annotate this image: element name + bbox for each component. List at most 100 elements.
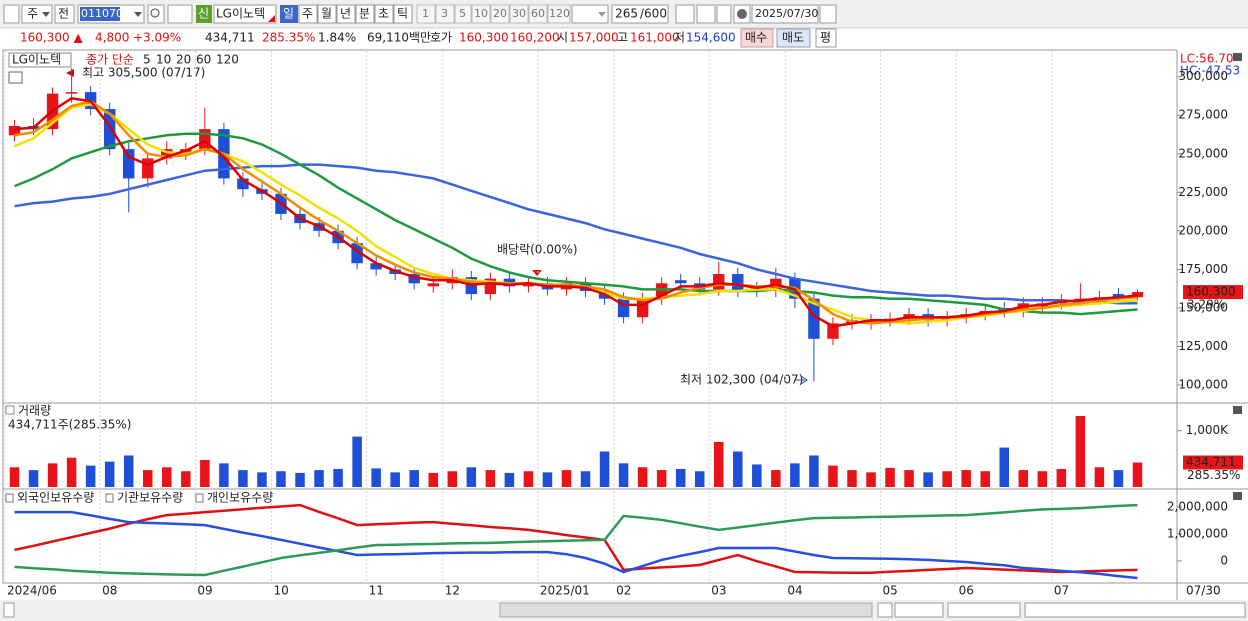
period-box[interactable] <box>336 4 356 24</box>
count-field[interactable] <box>611 4 669 24</box>
panel-icon[interactable] <box>5 405 15 415</box>
candle-body <box>351 243 363 264</box>
buy-button[interactable]: 매수 <box>745 31 767 45</box>
prev-text: 전 <box>58 7 69 21</box>
interval-box[interactable] <box>454 4 472 24</box>
y-tick-label: 0 <box>1220 553 1228 567</box>
ma-label: 종가 단순 <box>86 53 134 67</box>
volume-bar <box>904 470 914 487</box>
code-highlight <box>80 7 120 21</box>
period-button[interactable]: 일 <box>283 7 294 21</box>
legend-entry: 개인보유수량 <box>207 491 273 505</box>
avg-button[interactable]: 평 <box>820 31 831 45</box>
interval-button[interactable]: 3 <box>441 7 448 20</box>
search-glyph <box>150 8 160 18</box>
volume-bar <box>485 470 496 487</box>
prev-button[interactable] <box>54 4 75 24</box>
candle-body <box>732 274 744 291</box>
drawing-tools[interactable] <box>1024 602 1246 618</box>
period-box[interactable] <box>355 4 375 24</box>
period-button[interactable]: 주 <box>302 7 313 21</box>
scroll-left[interactable] <box>3 602 15 618</box>
period-box[interactable] <box>393 4 413 24</box>
sound-icon[interactable] <box>167 4 193 24</box>
dropdown-arrow <box>42 12 50 17</box>
interval-button[interactable]: 10 <box>474 7 488 20</box>
volume-bar <box>104 461 115 487</box>
tool-icon[interactable] <box>696 4 716 24</box>
dropdown-arrow <box>134 12 142 17</box>
period-select[interactable] <box>21 4 53 24</box>
interval-box[interactable] <box>471 4 491 24</box>
candle-body <box>941 317 953 321</box>
interval-button[interactable]: 30 <box>512 7 526 20</box>
interval-box[interactable] <box>547 4 571 24</box>
bid: 160,200 <box>510 31 560 45</box>
x-tick-label: 04 <box>787 584 802 598</box>
interval-box[interactable] <box>528 4 548 24</box>
period-button[interactable]: 초 <box>378 7 389 21</box>
search-icon[interactable] <box>147 4 165 24</box>
menu-icon[interactable] <box>3 4 20 24</box>
candle-body <box>713 274 725 290</box>
period-button[interactable]: 틱 <box>397 7 408 21</box>
volume-subtitle: 434,711주(285.35%) <box>8 418 131 432</box>
interval-box[interactable] <box>490 4 510 24</box>
candle-body <box>674 280 687 284</box>
volume-bar <box>618 463 629 487</box>
interval-box[interactable] <box>416 4 436 24</box>
save-icon[interactable] <box>716 4 732 24</box>
interval-box[interactable] <box>435 4 455 24</box>
volume-bar <box>447 471 458 487</box>
period-button[interactable]: 년 <box>340 7 351 21</box>
interval-button[interactable]: 1 <box>422 7 429 20</box>
volume-bar <box>200 459 210 487</box>
x-tick-label: 2025/01 <box>540 584 590 598</box>
period-button[interactable]: 월 <box>321 7 332 21</box>
sell-button-bg[interactable] <box>776 28 811 48</box>
table-icon[interactable] <box>8 71 23 84</box>
panel-close[interactable] <box>1233 492 1242 500</box>
period-box[interactable] <box>374 4 394 24</box>
candle-body <box>142 158 154 179</box>
scroll-right[interactable] <box>877 602 893 618</box>
volume-bar <box>1132 462 1143 487</box>
volume-bar <box>181 471 191 487</box>
scroll-thumb[interactable] <box>499 602 873 618</box>
x-tick-label: 2024/06 <box>7 584 57 598</box>
blank-select[interactable] <box>571 4 609 24</box>
zoom-slider[interactable] <box>947 602 1021 618</box>
interval-button[interactable]: 60 <box>531 7 545 20</box>
panel-close[interactable] <box>1233 406 1242 414</box>
sell-button[interactable]: 매도 <box>782 31 804 45</box>
candle-body <box>808 298 820 339</box>
candle-body <box>370 263 382 270</box>
avg-button-bg[interactable] <box>815 28 837 48</box>
interval-button[interactable]: 5 <box>459 7 466 20</box>
tool-icon[interactable] <box>675 4 695 24</box>
date-field[interactable] <box>751 4 819 24</box>
open: 157,000 <box>569 31 619 45</box>
play-controls[interactable] <box>894 602 944 618</box>
period-active[interactable] <box>280 5 298 23</box>
candle-body <box>655 283 668 299</box>
period-button[interactable]: 분 <box>359 7 370 21</box>
interval-box[interactable] <box>509 4 529 24</box>
candle-body <box>827 323 839 339</box>
interval-button[interactable]: 120 <box>549 7 570 20</box>
volume: 434,711 <box>205 31 255 45</box>
period-box[interactable] <box>317 4 337 24</box>
volume-bar <box>542 472 553 487</box>
panel-close[interactable] <box>1233 53 1242 61</box>
buy-button-bg[interactable] <box>740 28 774 48</box>
max-arrow <box>66 69 74 77</box>
interval-button[interactable]: 20 <box>493 7 507 20</box>
calendar-icon[interactable] <box>819 4 837 24</box>
candle-body <box>522 283 535 287</box>
period-box[interactable] <box>298 4 318 24</box>
amount: 69,110백만 <box>367 31 431 45</box>
x-tick-label: 08 <box>102 584 117 598</box>
candle-body <box>161 149 173 159</box>
period-select-text: 주 <box>27 7 38 21</box>
